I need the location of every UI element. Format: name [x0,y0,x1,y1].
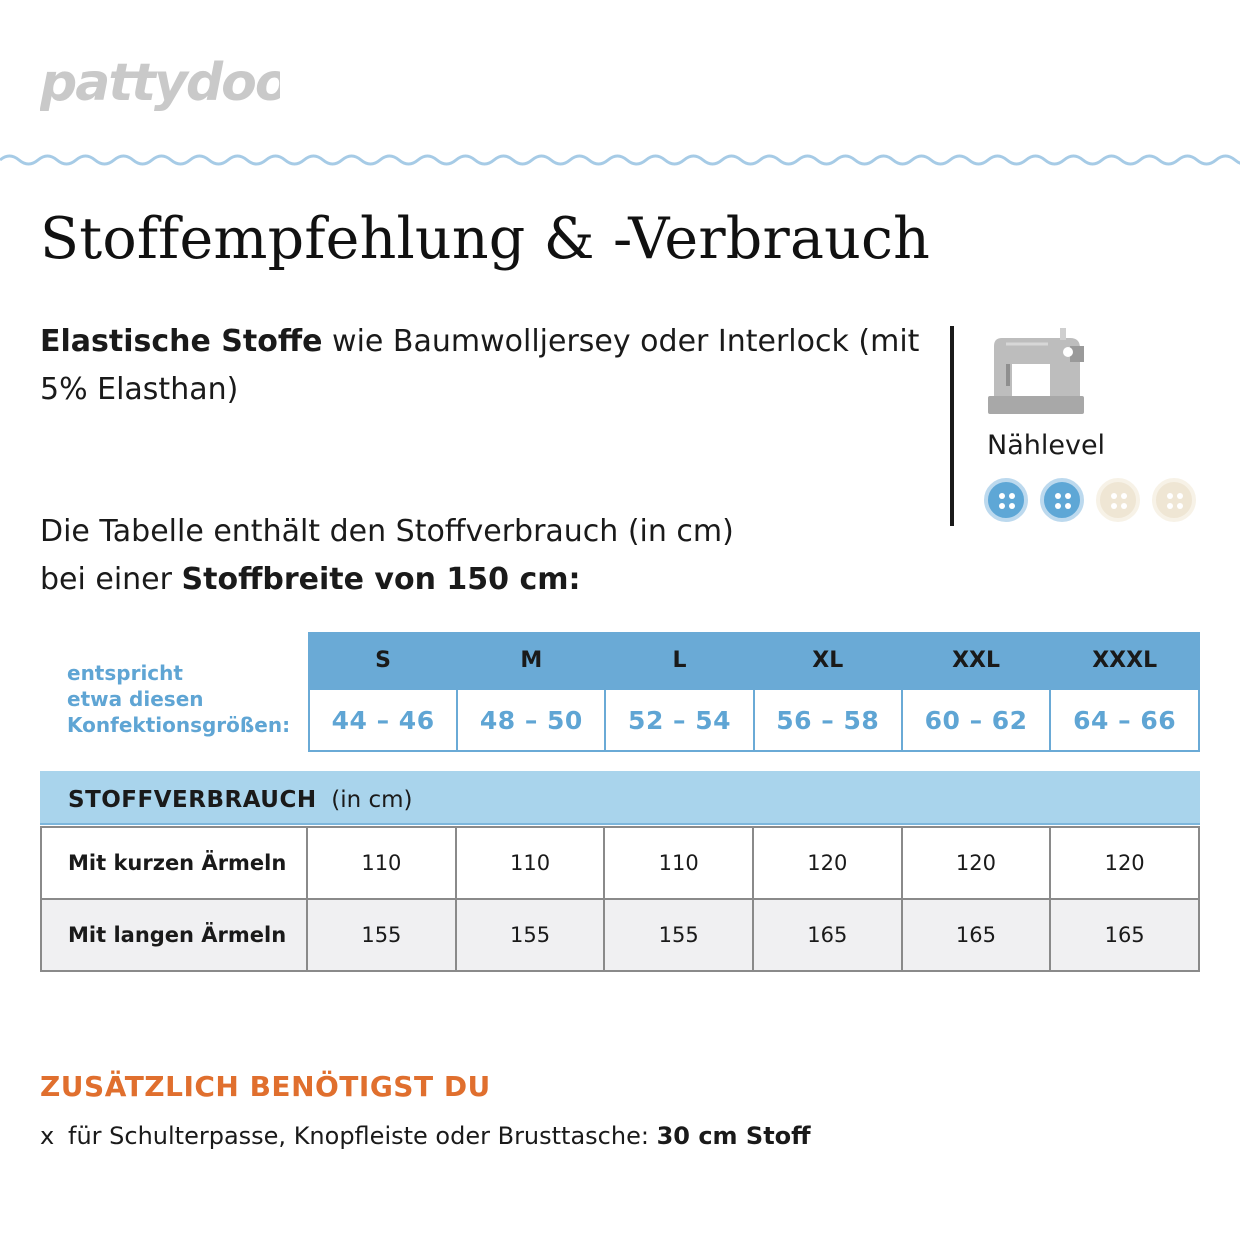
size-range: 64 – 66 [1049,688,1200,752]
size-label: L [604,632,755,689]
table-row: Mit kurzen Ärmeln 110 110 110 120 120 12… [39,826,1200,900]
usage-value: 155 [603,898,754,972]
size-caption-line: etwa diesen [67,687,204,711]
level-button-empty-icon [1152,478,1196,522]
button-hole [1055,503,1061,509]
table-row: Mit langen Ärmeln 155 155 155 165 165 16… [39,898,1200,972]
size-label: XL [752,632,903,689]
button-hole [999,503,1005,509]
wave-divider [0,154,1240,166]
button-hole [1167,493,1173,499]
table-intro-line2: bei einer Stoffbreite von 150 cm: [40,556,920,604]
row-label: Mit kurzen Ärmeln [39,826,309,900]
fabric-recommendation: Elastische Stoffe wie Baumwolljersey ode… [40,318,920,414]
size-label: M [456,632,607,689]
usage-value: 155 [454,898,606,972]
usage-value: 165 [751,898,903,972]
page-title: Stoffempfehlung & -Verbrauch [40,206,931,272]
sewing-level-rating [984,478,1196,522]
additional-materials-title: ZUSÄTZLICH BENÖTIGST DU [40,1070,491,1103]
usage-value: 165 [1049,898,1200,972]
size-label: XXL [900,632,1052,689]
usage-value: 120 [1049,826,1200,900]
item-amount: 30 cm Stoff [656,1122,811,1150]
button-hole [1065,493,1071,499]
fabric-examples: wie Baumwolljersey oder Interlock (mit 5… [40,324,920,407]
button-hole [999,493,1005,499]
size-label: S [307,632,459,689]
button-hole [1177,503,1183,509]
size-label: XXXL [1049,632,1200,689]
row-label: Mit langen Ärmeln [39,898,309,972]
button-hole [1065,503,1071,509]
size-header-row: S M L XL XXL XXXL [307,632,1200,689]
level-button-filled-icon [984,478,1028,522]
button-hole [1055,493,1061,499]
size-range: 44 – 46 [307,688,459,752]
button-hole [1009,493,1015,499]
size-range-row: 44 – 46 48 – 50 52 – 54 56 – 58 60 – 62 … [307,688,1200,752]
table-intro: Die Tabelle enthält den Stoffverbrauch (… [40,508,920,604]
usage-value: 165 [900,898,1052,972]
size-range: 52 – 54 [604,688,755,752]
usage-value: 120 [751,826,903,900]
level-button-filled-icon [1040,478,1084,522]
button-hole [1009,503,1015,509]
level-button-empty-icon [1096,478,1140,522]
button-hole [1111,493,1117,499]
usage-value: 110 [306,826,457,900]
usage-header-title: STOFFVERBRAUCH [68,787,317,813]
size-caption-line: entspricht [67,661,183,685]
button-hole [1121,503,1127,509]
svg-text:pattydoo: pattydoo [40,53,280,113]
button-hole [1121,493,1127,499]
size-caption-line: Konfektionsgrößen: [67,713,291,737]
usage-value: 155 [306,898,457,972]
usage-header-text: STOFFVERBRAUCH (in cm) [68,787,413,813]
usage-header: STOFFVERBRAUCH (in cm) [40,771,1200,825]
button-hole [1177,493,1183,499]
list-bullet: x [40,1122,55,1150]
sewing-level-label: Nählevel [987,430,1106,461]
item-text: für Schulterpasse, Knopfleiste oder Brus… [68,1122,657,1150]
sewing-level-divider [950,326,954,526]
additional-material-item: x für Schulterpasse, Knopfleiste oder Bru… [40,1122,811,1150]
usage-value: 110 [454,826,606,900]
size-table: S M L XL XXL XXXL 44 – 46 48 – 50 52 – 5… [307,632,1200,752]
button-hole [1111,503,1117,509]
usage-header-unit: (in cm) [331,787,413,813]
fabric-type: Elastische Stoffe [40,324,323,359]
size-range: 60 – 62 [900,688,1052,752]
usage-value: 110 [603,826,754,900]
button-hole [1167,503,1173,509]
table-intro-prefix: bei einer [40,562,182,597]
fabric-width: Stoffbreite von 150 cm: [181,562,581,597]
usage-value: 120 [900,826,1052,900]
pattydoo-logo: pattydoo [40,53,280,113]
usage-table: Mit kurzen Ärmeln 110 110 110 120 120 12… [39,826,1200,972]
size-range: 56 – 58 [752,688,903,752]
sewing-machine-icon [988,328,1084,414]
table-intro-line1: Die Tabelle enthält den Stoffverbrauch (… [40,514,734,549]
size-range: 48 – 50 [456,688,607,752]
size-caption: entspricht etwa diesen Konfektionsgrößen… [67,660,290,738]
